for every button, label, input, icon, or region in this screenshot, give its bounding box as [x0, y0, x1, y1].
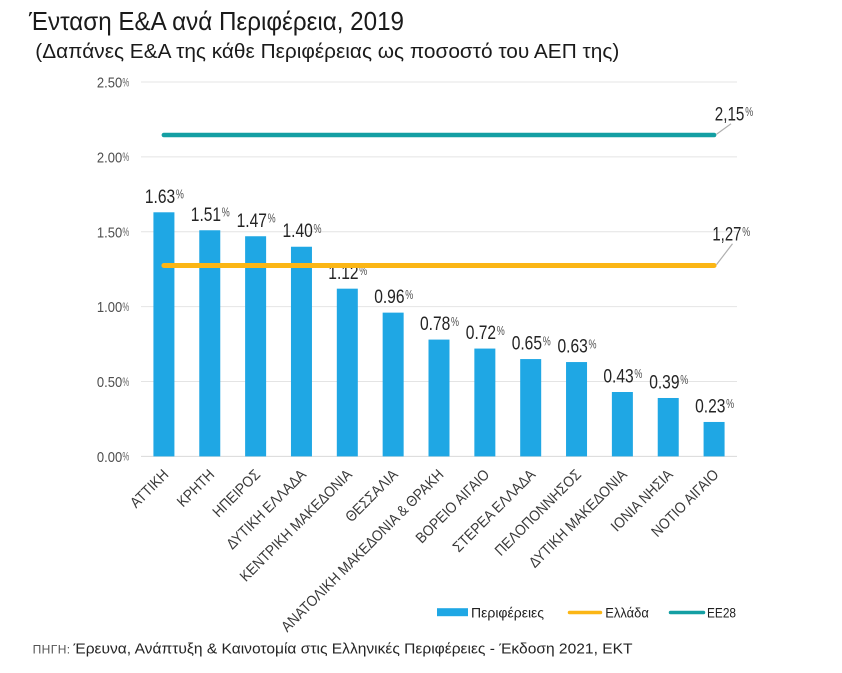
svg-text:%: %	[742, 224, 750, 239]
svg-text:(Δαπάνες Ε&Α της κάθε Περιφέρε: (Δαπάνες Ε&Α της κάθε Περιφέρειας ως ποσ…	[35, 40, 619, 63]
svg-text:ΠΗΓΗ:: ΠΗΓΗ:	[33, 643, 71, 657]
svg-text:%: %	[314, 221, 322, 236]
svg-text:1,27: 1,27	[712, 224, 741, 245]
svg-text:1.00: 1.00	[97, 299, 122, 316]
svg-text:1.50: 1.50	[97, 224, 122, 241]
svg-text:2,15: 2,15	[715, 104, 745, 125]
svg-text:%: %	[122, 450, 129, 464]
svg-text:Ελλάδα: Ελλάδα	[605, 604, 649, 620]
svg-text:%: %	[359, 263, 367, 278]
svg-text:1.47: 1.47	[237, 211, 267, 232]
svg-text:%: %	[680, 372, 688, 387]
svg-text:0.63: 0.63	[558, 337, 588, 358]
svg-text:%: %	[745, 104, 753, 119]
svg-text:1.40: 1.40	[283, 221, 313, 242]
svg-text:%: %	[122, 375, 129, 389]
svg-text:%: %	[497, 323, 505, 338]
svg-text:0.50: 0.50	[97, 374, 122, 391]
svg-text:%: %	[634, 366, 642, 381]
svg-text:%: %	[122, 300, 129, 314]
svg-text:%: %	[543, 333, 551, 348]
svg-text:1.12: 1.12	[328, 263, 358, 284]
svg-text:1.63: 1.63	[145, 187, 175, 208]
svg-text:%: %	[589, 336, 597, 351]
svg-text:%: %	[268, 211, 276, 226]
svg-text:0.23: 0.23	[695, 397, 725, 418]
svg-text:%: %	[122, 150, 129, 164]
svg-text:Έρευνα, Ανάπτυξη & Καινοτομία: Έρευνα, Ανάπτυξη & Καινοτομία στις Ελλην…	[72, 641, 632, 658]
svg-text:0.39: 0.39	[649, 373, 679, 394]
svg-text:Ένταση Ε&Α ανά Περιφέρεια, 201: Ένταση Ε&Α ανά Περιφέρεια, 2019	[28, 6, 404, 36]
svg-text:2.00: 2.00	[97, 149, 122, 166]
svg-text:%: %	[726, 396, 734, 411]
svg-text:%: %	[122, 225, 129, 239]
svg-text:0.00: 0.00	[97, 449, 122, 466]
svg-text:%: %	[405, 287, 413, 302]
svg-text:0.72: 0.72	[466, 323, 496, 344]
svg-text:%: %	[122, 75, 129, 89]
svg-text:ΕΕ28: ΕΕ28	[707, 604, 736, 620]
svg-text:1.51: 1.51	[191, 205, 221, 226]
svg-text:%: %	[222, 205, 230, 220]
svg-text:%: %	[451, 314, 459, 329]
svg-text:%: %	[176, 187, 184, 202]
svg-text:0.65: 0.65	[512, 334, 542, 355]
svg-text:0.43: 0.43	[603, 367, 633, 388]
svg-text:2.50: 2.50	[97, 75, 122, 92]
svg-text:0.96: 0.96	[374, 287, 404, 308]
svg-text:0.78: 0.78	[420, 314, 450, 335]
svg-text:Περιφέρειες: Περιφέρειες	[471, 604, 544, 620]
